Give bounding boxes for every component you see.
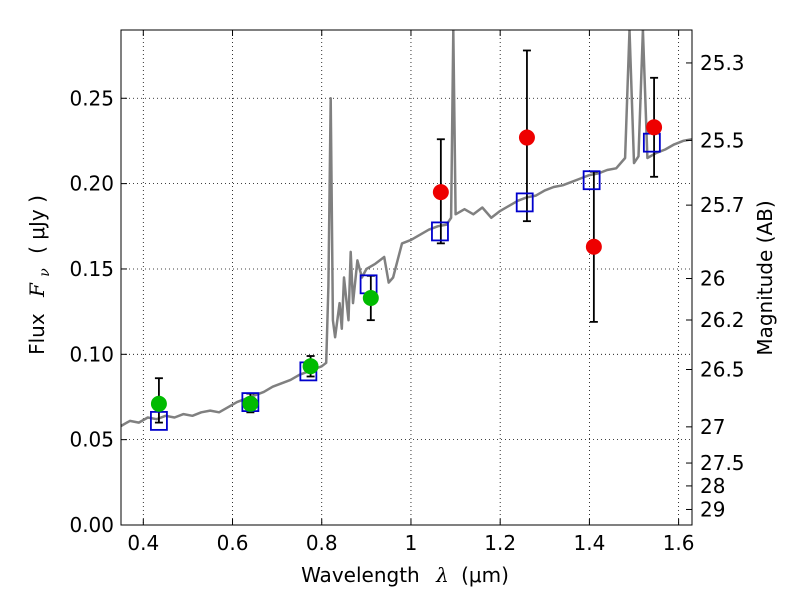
- nir-point: [646, 119, 663, 136]
- x-tick-labels: 0.4 0.6 0.8 1 1.2 1.4 1.6: [127, 531, 694, 555]
- detection-point: [302, 358, 319, 375]
- magnitude-tick-label: 26.5: [700, 358, 745, 382]
- model-photometry-square: [515, 192, 534, 213]
- magnitude-tick-label: 26: [700, 267, 725, 291]
- magnitude-tick-label: 27.5: [700, 451, 745, 475]
- x-axis-label-text: Wavelength: [301, 563, 420, 587]
- magnitude-tick-label: 27: [700, 415, 725, 439]
- detection-point: [242, 395, 259, 412]
- nir-point: [585, 238, 602, 255]
- x-tick-label: 0.6: [217, 531, 249, 555]
- detection-point: [150, 395, 167, 412]
- x-axis-label: Wavelength λ (μm): [301, 563, 509, 587]
- plot-frame: [120, 29, 693, 526]
- magnitude-tick-label: 25.3: [700, 51, 745, 75]
- x-tick-label: 1.4: [573, 531, 605, 555]
- plot-area: [121, 30, 692, 431]
- y-axis-subscript: ν: [37, 268, 53, 277]
- model-photometry-square: [431, 221, 449, 242]
- model-photometry-square: [150, 410, 168, 431]
- magnitude-tick-label: 25.5: [700, 128, 745, 152]
- y-tick-label: 0.10: [69, 342, 114, 366]
- x-tick-label: 1.6: [663, 531, 695, 555]
- nir-point: [432, 184, 449, 201]
- y-tick-label: 0.05: [69, 428, 114, 452]
- x-tick-label: 1.2: [484, 531, 516, 555]
- y-axis-label: Flux F ν ( μJy ): [25, 195, 54, 355]
- y-tick-label: 0.25: [69, 86, 114, 110]
- y-tick-labels: 0.00 0.05 0.10 0.15 0.20 0.25: [69, 86, 114, 537]
- x-tick-label: 0.8: [306, 531, 338, 555]
- y-tick-label: 0.20: [69, 172, 114, 196]
- y-tick-label: 0.00: [69, 513, 114, 537]
- magnitude-tick-label: 26.2: [700, 308, 745, 332]
- y-axis-label-text: Flux: [25, 313, 49, 355]
- model-photometry-square: [582, 170, 601, 191]
- magnitude-tick-label: 25.7: [700, 193, 745, 217]
- spectrum-line: [121, 30, 692, 428]
- nir-point: [518, 129, 535, 146]
- magnitude-axis-label: Magnitude (AB): [753, 200, 777, 355]
- x-tick-label: 0.4: [127, 531, 159, 555]
- y-axis-unit: ( μJy ): [25, 195, 49, 254]
- grid-lines: [121, 30, 692, 526]
- x-axis-unit: (μm): [461, 563, 509, 587]
- detection-point: [362, 289, 379, 306]
- magnitude-tick-label: 28: [700, 474, 725, 498]
- tick-marks: [121, 30, 692, 526]
- x-axis-symbol: λ: [435, 563, 449, 587]
- y-tick-label: 0.15: [69, 257, 114, 281]
- y-axis-symbol: F: [25, 282, 49, 298]
- magnitude-tick-label: 29: [700, 497, 725, 521]
- x-tick-label: 1: [405, 531, 418, 555]
